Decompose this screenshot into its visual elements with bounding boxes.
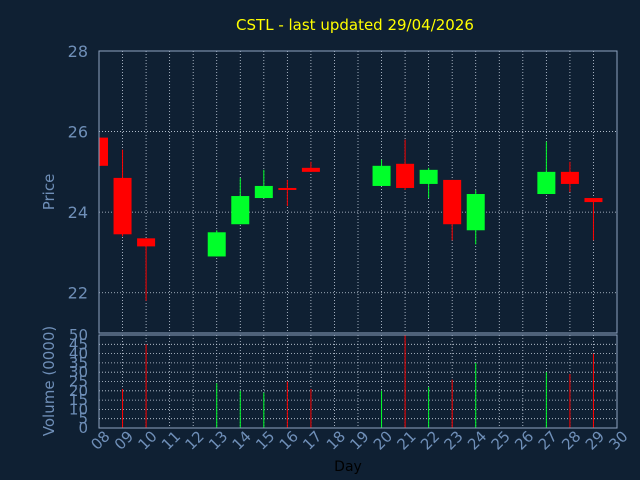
x-tick-label: 09 bbox=[111, 427, 137, 453]
volume-panel-frame bbox=[98, 334, 618, 429]
x-axis-label: Day bbox=[334, 459, 362, 475]
x-tick-label: 26 bbox=[511, 427, 537, 453]
price-tick-label: 24 bbox=[68, 203, 88, 222]
x-tick-label: 21 bbox=[393, 427, 419, 453]
x-tick-label: 14 bbox=[229, 427, 255, 453]
x-tick-label: 12 bbox=[182, 427, 208, 453]
x-tick-label: 28 bbox=[558, 427, 584, 453]
x-tick-label: 18 bbox=[323, 427, 349, 453]
volume-grid bbox=[98, 334, 618, 429]
candle-body bbox=[537, 171, 556, 195]
volume-tick-label: 10 bbox=[69, 400, 88, 418]
x-tick-label: 10 bbox=[134, 427, 160, 453]
x-tick-label: 17 bbox=[299, 427, 325, 453]
x-tick-label: 27 bbox=[535, 427, 561, 453]
volume-tick-label: 45 bbox=[69, 335, 88, 353]
x-tick-label: 11 bbox=[158, 427, 184, 453]
candle-body bbox=[372, 165, 391, 186]
panel-frames bbox=[98, 50, 618, 429]
candle-body bbox=[419, 169, 438, 184]
candle-body bbox=[560, 171, 579, 184]
candle-body bbox=[207, 232, 226, 257]
price-tick-label: 22 bbox=[68, 284, 88, 303]
candle-body bbox=[584, 198, 603, 203]
candle-body bbox=[113, 177, 132, 235]
volume-tick-label: 0 bbox=[78, 419, 88, 437]
x-tick-label: 24 bbox=[464, 427, 490, 453]
x-tick-label: 08 bbox=[87, 427, 113, 453]
volume-bars-layer bbox=[122, 335, 594, 428]
x-tick-label: 25 bbox=[488, 427, 514, 453]
price-axis-label: Price bbox=[40, 174, 58, 211]
price-tick-labels: 22 24 26 28 bbox=[68, 42, 88, 303]
price-tick-label: 26 bbox=[68, 123, 88, 142]
x-tick-label: 15 bbox=[252, 427, 278, 453]
candle-body bbox=[99, 137, 108, 166]
x-tick-label: 19 bbox=[346, 427, 372, 453]
x-tick-labels: 0809101112131415161718192021222324252627… bbox=[87, 427, 631, 453]
x-tick-label: 29 bbox=[582, 427, 608, 453]
price-panel-frame bbox=[98, 50, 618, 334]
x-tick-label: 22 bbox=[417, 427, 443, 453]
candle-body bbox=[466, 194, 485, 231]
volume-tick-label: 25 bbox=[69, 373, 88, 391]
candle-body bbox=[137, 238, 156, 247]
price-tick-label: 28 bbox=[68, 42, 88, 61]
candle-body bbox=[396, 163, 415, 188]
x-tick-label: 16 bbox=[276, 427, 302, 453]
volume-tick-label: 15 bbox=[69, 391, 88, 409]
volume-tick-label: 35 bbox=[69, 354, 88, 372]
candle-body bbox=[254, 185, 273, 199]
x-tick-label: 20 bbox=[370, 427, 396, 453]
x-tick-label: 13 bbox=[205, 427, 231, 453]
volume-tick-label: 5 bbox=[78, 410, 88, 428]
candles-layer bbox=[99, 137, 603, 301]
volume-tick-label: 40 bbox=[69, 345, 88, 363]
candle-body bbox=[443, 179, 462, 225]
candle-body bbox=[278, 187, 297, 190]
volume-tick-label: 50 bbox=[69, 326, 88, 344]
volume-axis-label: Volume (0000) bbox=[40, 326, 58, 436]
chart-title: CSTL - last updated 29/04/2026 bbox=[236, 16, 474, 34]
x-tick-label: 23 bbox=[441, 427, 467, 453]
x-tick-label: 30 bbox=[605, 427, 631, 453]
volume-tick-label: 20 bbox=[69, 382, 88, 400]
candle-body bbox=[301, 167, 320, 172]
candle-body bbox=[231, 196, 250, 225]
volume-tick-label: 30 bbox=[69, 363, 88, 381]
